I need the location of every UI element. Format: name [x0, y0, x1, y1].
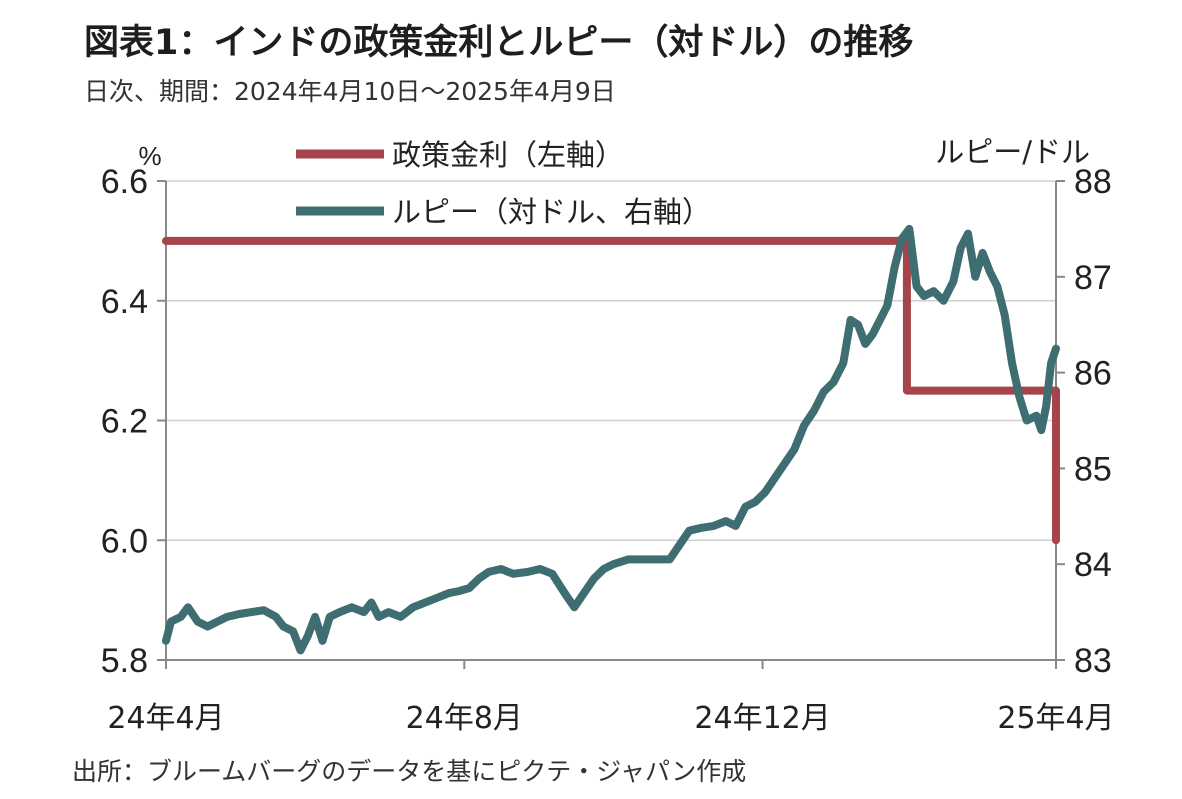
left-tick-label: 6.0 — [101, 522, 148, 560]
left-tick-label: 5.8 — [101, 642, 148, 680]
chart-subtitle: 日次、期間：2024年4月10日～2025年4月9日 — [84, 77, 616, 106]
legend-policy-rate-label: 政策金利（左軸） — [392, 138, 624, 172]
left-tick-label: 6.6 — [101, 163, 148, 201]
policy-rate-line — [162, 236, 1060, 545]
source-note: 出所：ブルームバーグのデータを基にピクテ・ジャパン作成 — [72, 757, 747, 786]
x-tick-label: 24年4月 — [107, 701, 224, 736]
left-tick-label: 6.4 — [101, 283, 148, 321]
left-tick-label: 6.2 — [101, 403, 148, 441]
chart: 6.6 6.4 6.2 6.0 5.8 88 87 86 85 84 83% ルピー/ドル 24年4月 2… — [101, 135, 1115, 736]
right-tick-label: 84 — [1074, 546, 1112, 584]
x-tick-label: 24年12月 — [694, 701, 830, 736]
right-axis-unit: ルピー/ドル — [935, 135, 1090, 169]
rupee-line — [162, 224, 1060, 655]
x-tick-label: 25年4月 — [997, 701, 1114, 736]
right-tick-label: 86 — [1074, 355, 1112, 393]
right-tick-label: 88 — [1074, 163, 1112, 201]
right-tick-label: 83 — [1074, 642, 1112, 680]
legend-rupee-label: ルピー（対ドル、右軸） — [392, 195, 711, 229]
chart-title: 図表1：インドの政策金利とルピー（対ドル）の推移 — [84, 23, 914, 63]
right-tick-label: 87 — [1074, 259, 1112, 297]
right-tick-label: 85 — [1074, 450, 1112, 488]
left-axis-unit: % — [138, 141, 161, 171]
x-tick-label: 24年8月 — [406, 701, 523, 736]
